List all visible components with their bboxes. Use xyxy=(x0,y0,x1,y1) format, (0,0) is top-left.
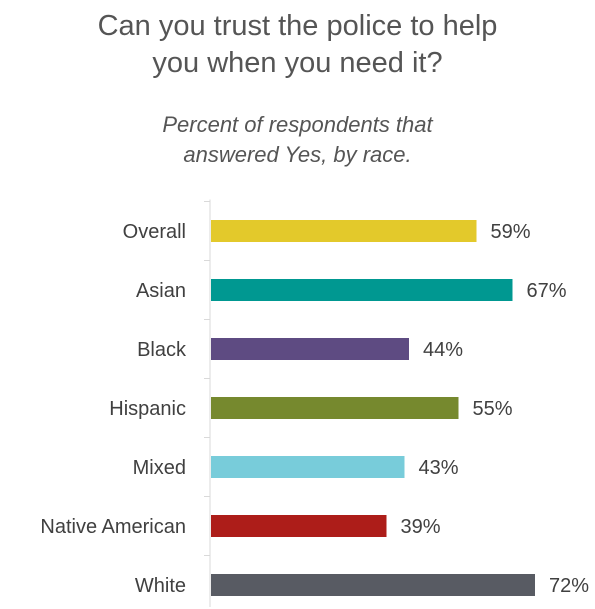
chart-title: Can you trust the police to help you whe… xyxy=(0,8,595,82)
category-label: Hispanic xyxy=(109,398,186,420)
bar-mixed xyxy=(211,456,405,478)
bar-black xyxy=(211,338,409,360)
bar-asian xyxy=(211,279,513,301)
data-label: 59% xyxy=(491,221,531,243)
category-label: Asian xyxy=(136,280,186,302)
bar-overall xyxy=(211,220,477,242)
bar-white xyxy=(211,574,535,596)
bar-native-american xyxy=(211,515,387,537)
category-label: Mixed xyxy=(133,457,186,479)
bar-hispanic xyxy=(211,397,459,419)
data-label: 67% xyxy=(527,280,567,302)
category-label: Black xyxy=(137,339,187,361)
chart-subtitle-line-2: answered Yes, by race. xyxy=(183,142,412,167)
data-label: 43% xyxy=(419,457,459,479)
data-label: 55% xyxy=(473,398,513,420)
data-label: 39% xyxy=(401,516,441,538)
chart-subtitle-line-1: Percent of respondents that xyxy=(162,112,433,137)
data-label: 72% xyxy=(549,575,589,597)
chart-title-line-2: you when you need it? xyxy=(152,47,443,79)
category-label: Overall xyxy=(123,221,186,243)
category-label: Native American xyxy=(40,516,186,538)
category-label: White xyxy=(135,575,186,597)
chart-title-line-1: Can you trust the police to help xyxy=(97,10,498,42)
chart-subtitle: Percent of respondents that answered Yes… xyxy=(0,110,595,170)
data-label: 44% xyxy=(423,339,463,361)
